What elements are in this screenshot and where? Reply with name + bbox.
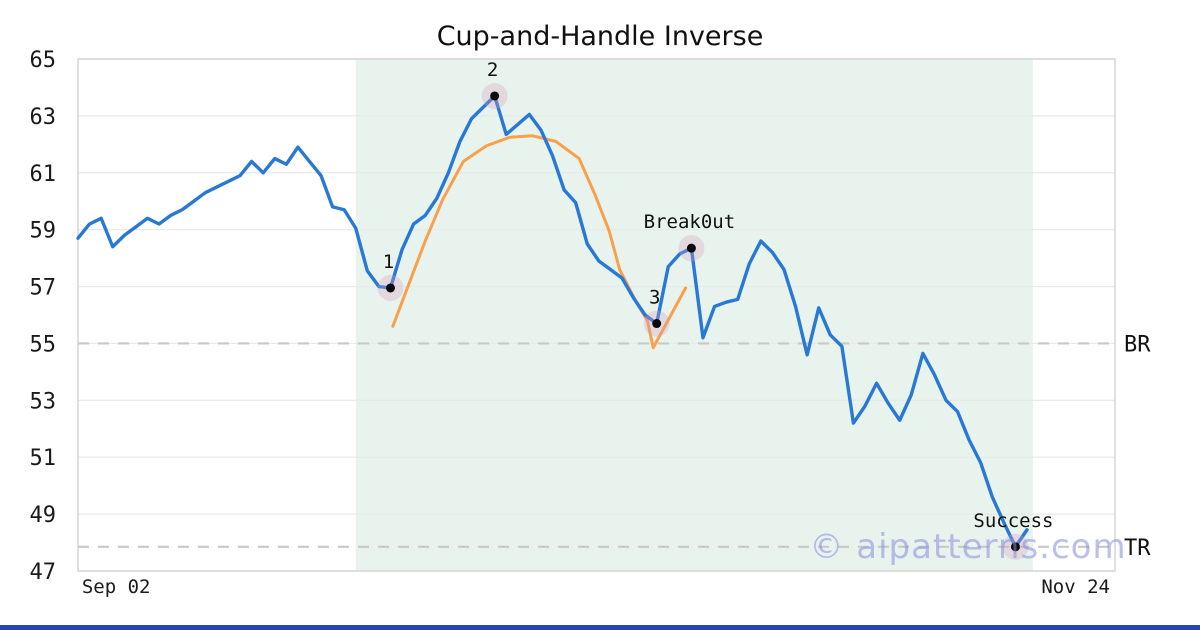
y-tick-label: 47 <box>30 560 57 585</box>
marker-dot <box>1010 542 1020 552</box>
watermark: © aipatterns.com <box>809 527 1126 567</box>
y-tick-label: 55 <box>30 332 57 357</box>
marker-dot <box>686 243 696 253</box>
y-tick-label: 49 <box>30 503 57 528</box>
annotation-layer: 1 2 3 Break0ut Success <box>377 59 1054 560</box>
marker-dot <box>490 91 500 101</box>
marker-dot <box>652 319 662 329</box>
axes-layer: BR TR 47 49 51 53 55 57 59 61 63 65 Sep 02 Nov 24 <box>30 48 1152 598</box>
level-label-br: BR <box>1124 332 1151 357</box>
y-tick-label: 59 <box>30 219 57 244</box>
series-layer <box>76 94 1029 549</box>
chart-title: Cup-and-Handle Inverse <box>437 21 764 52</box>
y-tick-label: 51 <box>30 446 57 471</box>
marker-dot <box>385 283 395 293</box>
price-line <box>76 94 1029 549</box>
y-tick-label: 53 <box>30 389 57 414</box>
marker-label: Break0ut <box>644 211 736 233</box>
marker-label: 1 <box>383 251 394 273</box>
y-tick-label: 61 <box>30 162 57 187</box>
background-layer <box>77 58 1116 572</box>
marker-label: 3 <box>649 287 660 309</box>
level-label-tr: TR <box>1124 536 1151 561</box>
y-tick-label: 63 <box>30 105 57 130</box>
plot-border <box>77 58 1116 572</box>
y-tick-label: 65 <box>30 48 57 73</box>
x-tick-label: Sep 02 <box>82 576 151 598</box>
marker-label: 2 <box>487 59 498 81</box>
marker-label: Success <box>973 510 1053 532</box>
footer-accent-bar <box>0 625 1200 630</box>
x-tick-label: Nov 24 <box>1041 576 1110 598</box>
pattern-region-highlight <box>355 59 1033 571</box>
y-tick-label: 57 <box>30 276 57 301</box>
